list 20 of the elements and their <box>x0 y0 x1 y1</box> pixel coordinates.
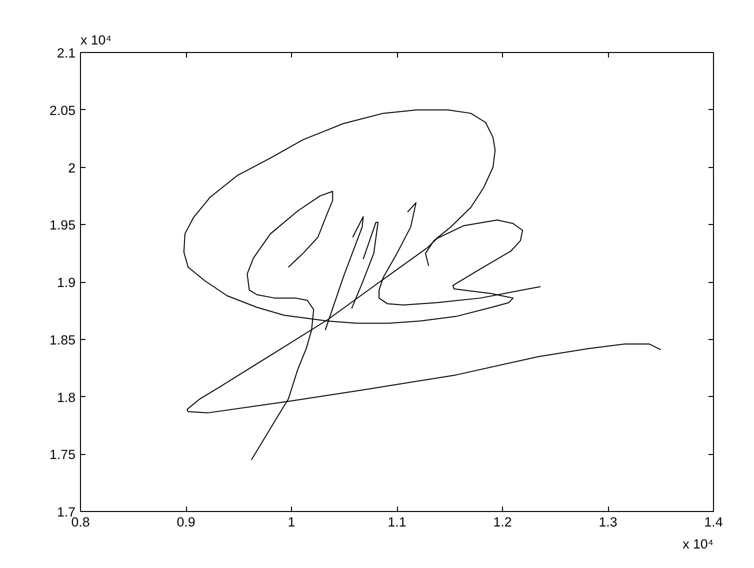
x-tick-label: 0.8 <box>71 514 90 530</box>
y-tick-label: 1.95 <box>50 218 76 233</box>
line-series <box>351 222 379 309</box>
x-tick-label: 1.2 <box>493 514 512 530</box>
x-tick-label: 0.9 <box>176 514 196 530</box>
line-series <box>324 216 364 331</box>
line-series <box>378 202 541 306</box>
x-tick-label: 1.1 <box>388 514 406 530</box>
y-tick-label: 2.05 <box>50 102 76 118</box>
x-tick-label: 1 <box>288 514 296 530</box>
y-tick-label: 2 <box>68 160 76 176</box>
y-tick-label: 2.1 <box>56 46 76 60</box>
y-tick-label: 1.9 <box>56 275 76 290</box>
text: x 10⁴ <box>682 536 714 552</box>
x-tick-label: 1.4 <box>704 514 724 530</box>
text: x 10⁴ <box>80 32 112 48</box>
y-tick-label: 1.75 <box>50 447 76 462</box>
y-tick-label: 1.8 <box>56 390 76 405</box>
x-tick-label: 1.3 <box>598 514 618 530</box>
y-tick-label: 1.85 <box>50 332 76 348</box>
